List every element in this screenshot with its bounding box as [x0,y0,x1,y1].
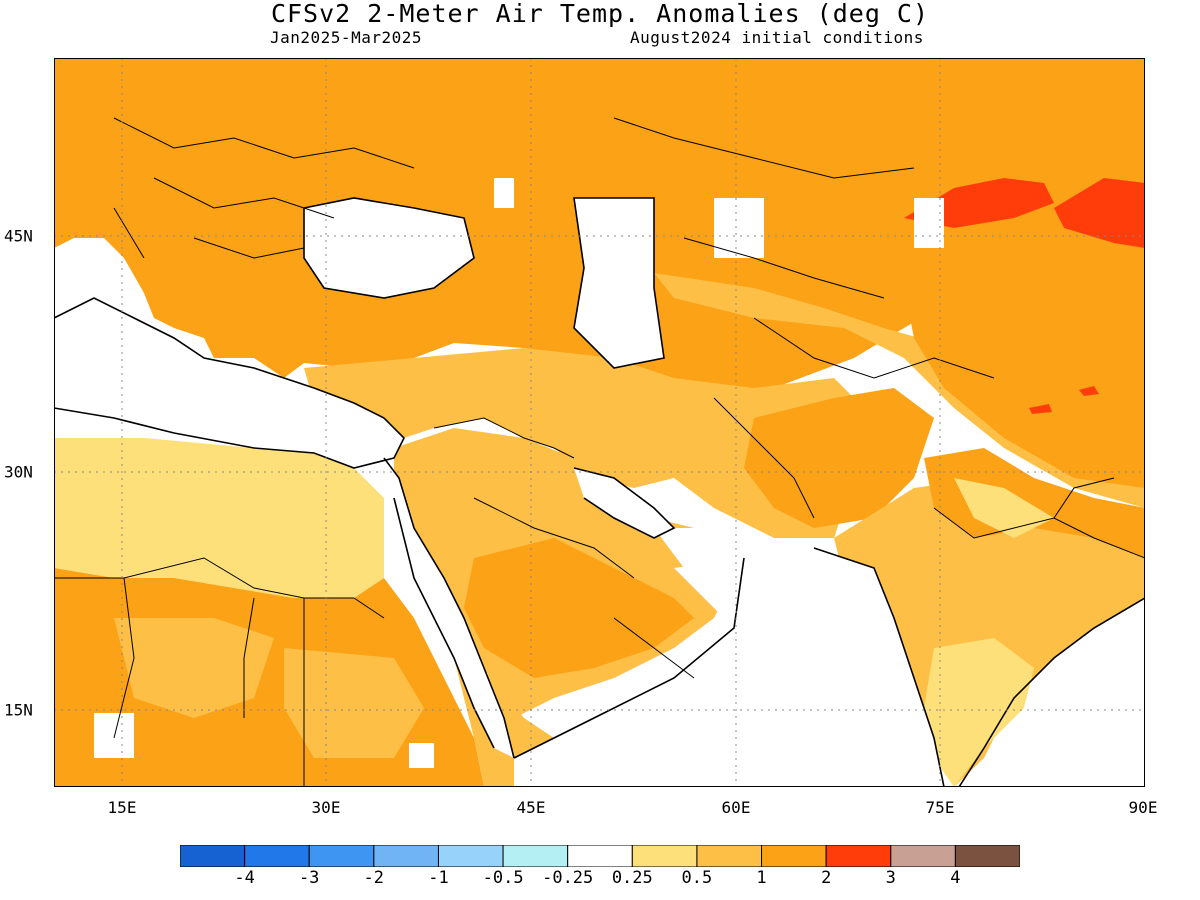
country-borders-asia [613,117,995,519]
caspian-inner [494,178,514,208]
tibet-land [904,238,1145,488]
colorbar-swatch-0 [180,845,246,867]
india-north [924,448,1145,558]
central-asia-land [654,273,1145,508]
arabia-coast [513,467,745,759]
colorbar-label-11: 4 [950,868,961,888]
ganges-yellow [954,478,1054,538]
colorbar-label-7: 0.5 [681,868,713,888]
map-border [54,58,1145,787]
hotspot-manchuria [1054,178,1145,248]
country-borders-europe [113,117,415,259]
colorbar-swatch-8 [696,845,763,867]
hotspot-tibet-1 [1029,404,1052,414]
colorbar-label-1: -3 [298,868,320,888]
colorbar-label-8: 1 [756,868,767,888]
initial-conditions: August2024 initial conditions [630,28,924,47]
lon-label-45e: 45E [516,798,546,817]
mediterranean-sea [54,298,404,468]
caspian-coast [573,197,665,369]
forecast-period: Jan2025-Mar2025 [270,28,422,47]
africa-patch [114,618,274,718]
iran-afghanistan-interior [744,388,934,528]
colorbar-swatch-2 [308,845,375,867]
colorbar-swatch-5 [502,845,569,867]
small-water-patch-2 [409,743,434,768]
colorbar-swatch-7 [631,845,698,867]
arabia-interior [464,538,694,678]
colorbar-label-9: 2 [821,868,832,888]
colorbar-swatch-10 [825,845,892,867]
colorbar-label-10: 3 [885,868,896,888]
middle-east-land [304,348,874,538]
lon-label-90e: 90E [1128,798,1158,817]
colorbar-label-6: 0.25 [611,868,653,888]
colorbar-label-5: -0.25 [542,868,594,888]
black-sea [304,198,474,298]
chart-title: CFSv2 2-Meter Air Temp. Anomalies (deg C… [270,0,930,28]
small-water-patch [94,713,134,758]
colorbar-label-2: -2 [363,868,385,888]
colorbar-swatch-9 [761,845,827,867]
aral-sea [714,198,764,258]
lat-label-45n: 45N [4,226,33,246]
colorbar-label-0: -4 [234,868,255,888]
india-coast [813,547,1145,787]
colorbar-swatch-6 [567,845,633,867]
colorbar-swatch-1 [244,845,310,867]
africa-patch-2 [284,648,424,758]
country-borders-africa [54,557,385,787]
lon-label-30e: 30E [311,798,341,817]
north-africa-yellow [54,438,384,598]
colorbar-swatch-4 [437,845,504,867]
lon-label-60e: 60E [721,798,751,817]
india-yellow [924,638,1034,787]
country-borders-middle-east [433,417,695,679]
colorbar-swatch-3 [373,845,439,867]
anomaly-map [54,58,1145,787]
persian-gulf [574,468,674,538]
lat-label-15n: 15N [4,700,33,720]
caspian-sea [574,198,664,368]
colorbar-swatch-11 [890,845,956,867]
red-sea-coast [383,457,515,759]
colorbar-swatch-12 [954,845,1020,867]
colorbar-label-3: -1 [428,868,449,888]
black-sea-coast [303,197,475,299]
colorbar-label-4: -0.5 [482,868,524,888]
lat-label-30n: 30N [4,462,33,482]
hotspot-tibet-2 [1079,386,1099,396]
lon-label-75e: 75E [925,798,955,817]
lon-label-15e: 15E [107,798,137,817]
mediterranean-coast [54,297,405,469]
arabian-sea [514,548,944,787]
colorbar [180,845,1020,867]
gulf-of-oman [654,528,754,568]
country-borders-india [933,477,1145,559]
